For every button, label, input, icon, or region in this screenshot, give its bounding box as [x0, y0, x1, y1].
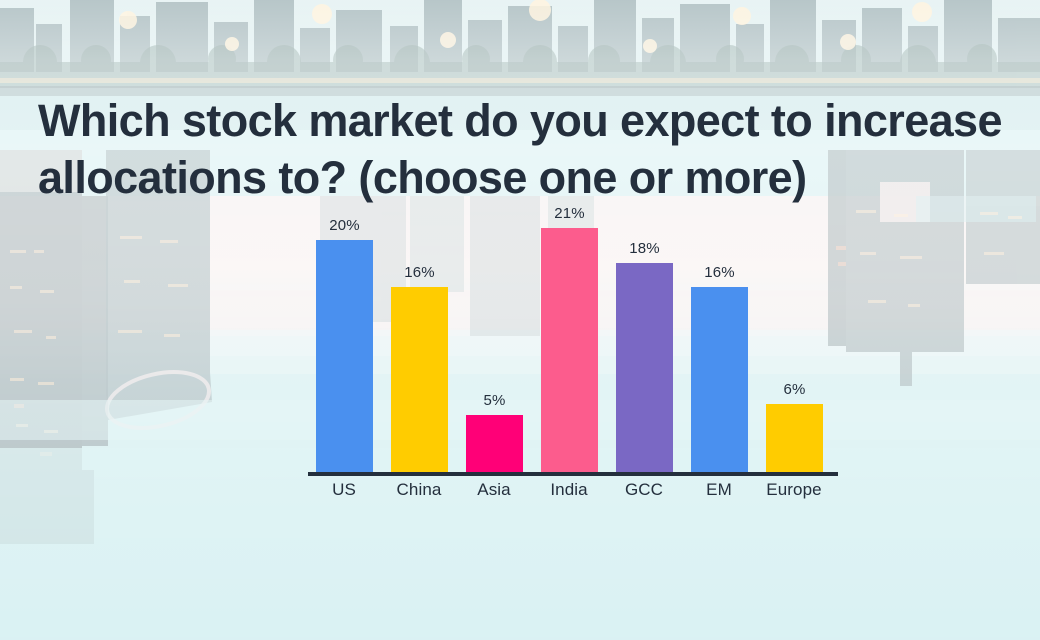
x-label-china: China — [396, 480, 442, 499]
bar-value-india: 21% — [554, 205, 585, 222]
bar-india[interactable] — [541, 228, 598, 474]
x-label-gcc: GCC — [624, 480, 664, 499]
bar-slot-em: 16% — [683, 228, 748, 474]
bar-us[interactable] — [316, 240, 373, 474]
bar-gcc[interactable] — [616, 263, 673, 474]
bar-value-em: 16% — [704, 264, 735, 281]
bar-slot-gcc: 18% — [608, 228, 673, 474]
chart-plot-area: 20% 16% 5% 21% 18% 16% — [308, 205, 838, 474]
bar-china[interactable] — [391, 287, 448, 474]
bar-slot-us: 20% — [308, 217, 373, 474]
x-label-india: India — [550, 480, 588, 499]
bar-em[interactable] — [691, 287, 748, 474]
page-title: Which stock market do you expect to incr… — [38, 95, 1003, 203]
bar-value-asia: 5% — [483, 392, 506, 409]
x-axis-category-labels: US China Asia India GCC EM Europe — [308, 480, 838, 510]
x-label-us: US — [332, 480, 356, 499]
bar-slot-china: 16% — [383, 228, 448, 474]
bar-value-us: 20% — [329, 217, 360, 234]
bar-value-china: 16% — [404, 264, 435, 281]
x-axis-line — [308, 472, 838, 476]
bar-chart: 20% 16% 5% 21% 18% 16% — [308, 205, 838, 510]
x-label-em: EM — [706, 480, 732, 499]
bar-slot-india: 21% — [533, 205, 598, 474]
bar-europe[interactable] — [766, 404, 823, 474]
bar-slot-asia: 5% — [458, 228, 523, 474]
x-label-europe: Europe — [766, 480, 822, 499]
x-label-asia: Asia — [477, 480, 511, 499]
bar-slot-europe: 6% — [758, 228, 823, 474]
bar-value-gcc: 18% — [629, 240, 660, 257]
bar-value-europe: 6% — [783, 381, 806, 398]
bar-asia[interactable] — [466, 415, 523, 474]
